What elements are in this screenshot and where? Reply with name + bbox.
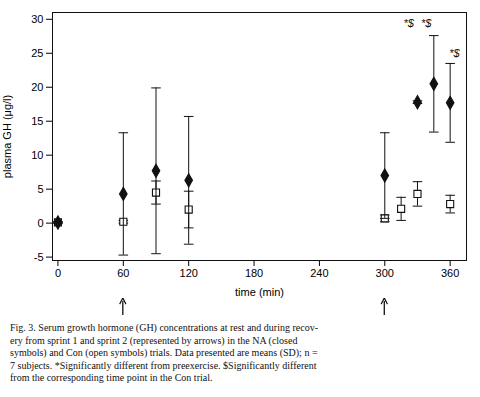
svg-text:60: 60 (117, 267, 129, 279)
svg-text:5: 5 (37, 183, 43, 195)
svg-text:*$: *$ (421, 17, 432, 29)
html-text:symbols) and Con (open symbols: symbols) and Con (open symbols) trials. … (10, 347, 318, 358)
svg-text:10: 10 (31, 149, 43, 161)
svg-text:plasma GH (μg/l): plasma GH (μg/l) (1, 95, 13, 178)
svg-text:120: 120 (180, 267, 198, 279)
svg-text:360: 360 (441, 267, 459, 279)
svg-text:25: 25 (31, 47, 43, 59)
svg-text:30: 30 (31, 13, 43, 25)
svg-text:20: 20 (31, 81, 43, 93)
html-text:7 subjects. *Significantly dif: 7 subjects. *Significantly different fro… (10, 359, 317, 371)
html-text:from the corresponding time po: from the corresponding time point in the… (10, 372, 213, 383)
svg-text:0: 0 (55, 267, 61, 279)
svg-text:*$: *$ (404, 17, 415, 29)
svg-text:15: 15 (31, 115, 43, 127)
html-text:ery from sprint 1 and sprint 2: ery from sprint 1 and sprint 2 (represen… (10, 334, 298, 346)
svg-text:240: 240 (310, 267, 328, 279)
svg-text:*$: *$ (449, 47, 460, 59)
html-text:Fig. 3. Serum growth hormone (: Fig. 3. Serum growth hormone (GH) concen… (10, 322, 318, 333)
svg-text:0: 0 (37, 217, 43, 229)
svg-text:300: 300 (376, 267, 394, 279)
svg-text:180: 180 (245, 267, 263, 279)
svg-text:time (min): time (min) (235, 286, 284, 298)
svg-text:-5: -5 (34, 251, 44, 263)
